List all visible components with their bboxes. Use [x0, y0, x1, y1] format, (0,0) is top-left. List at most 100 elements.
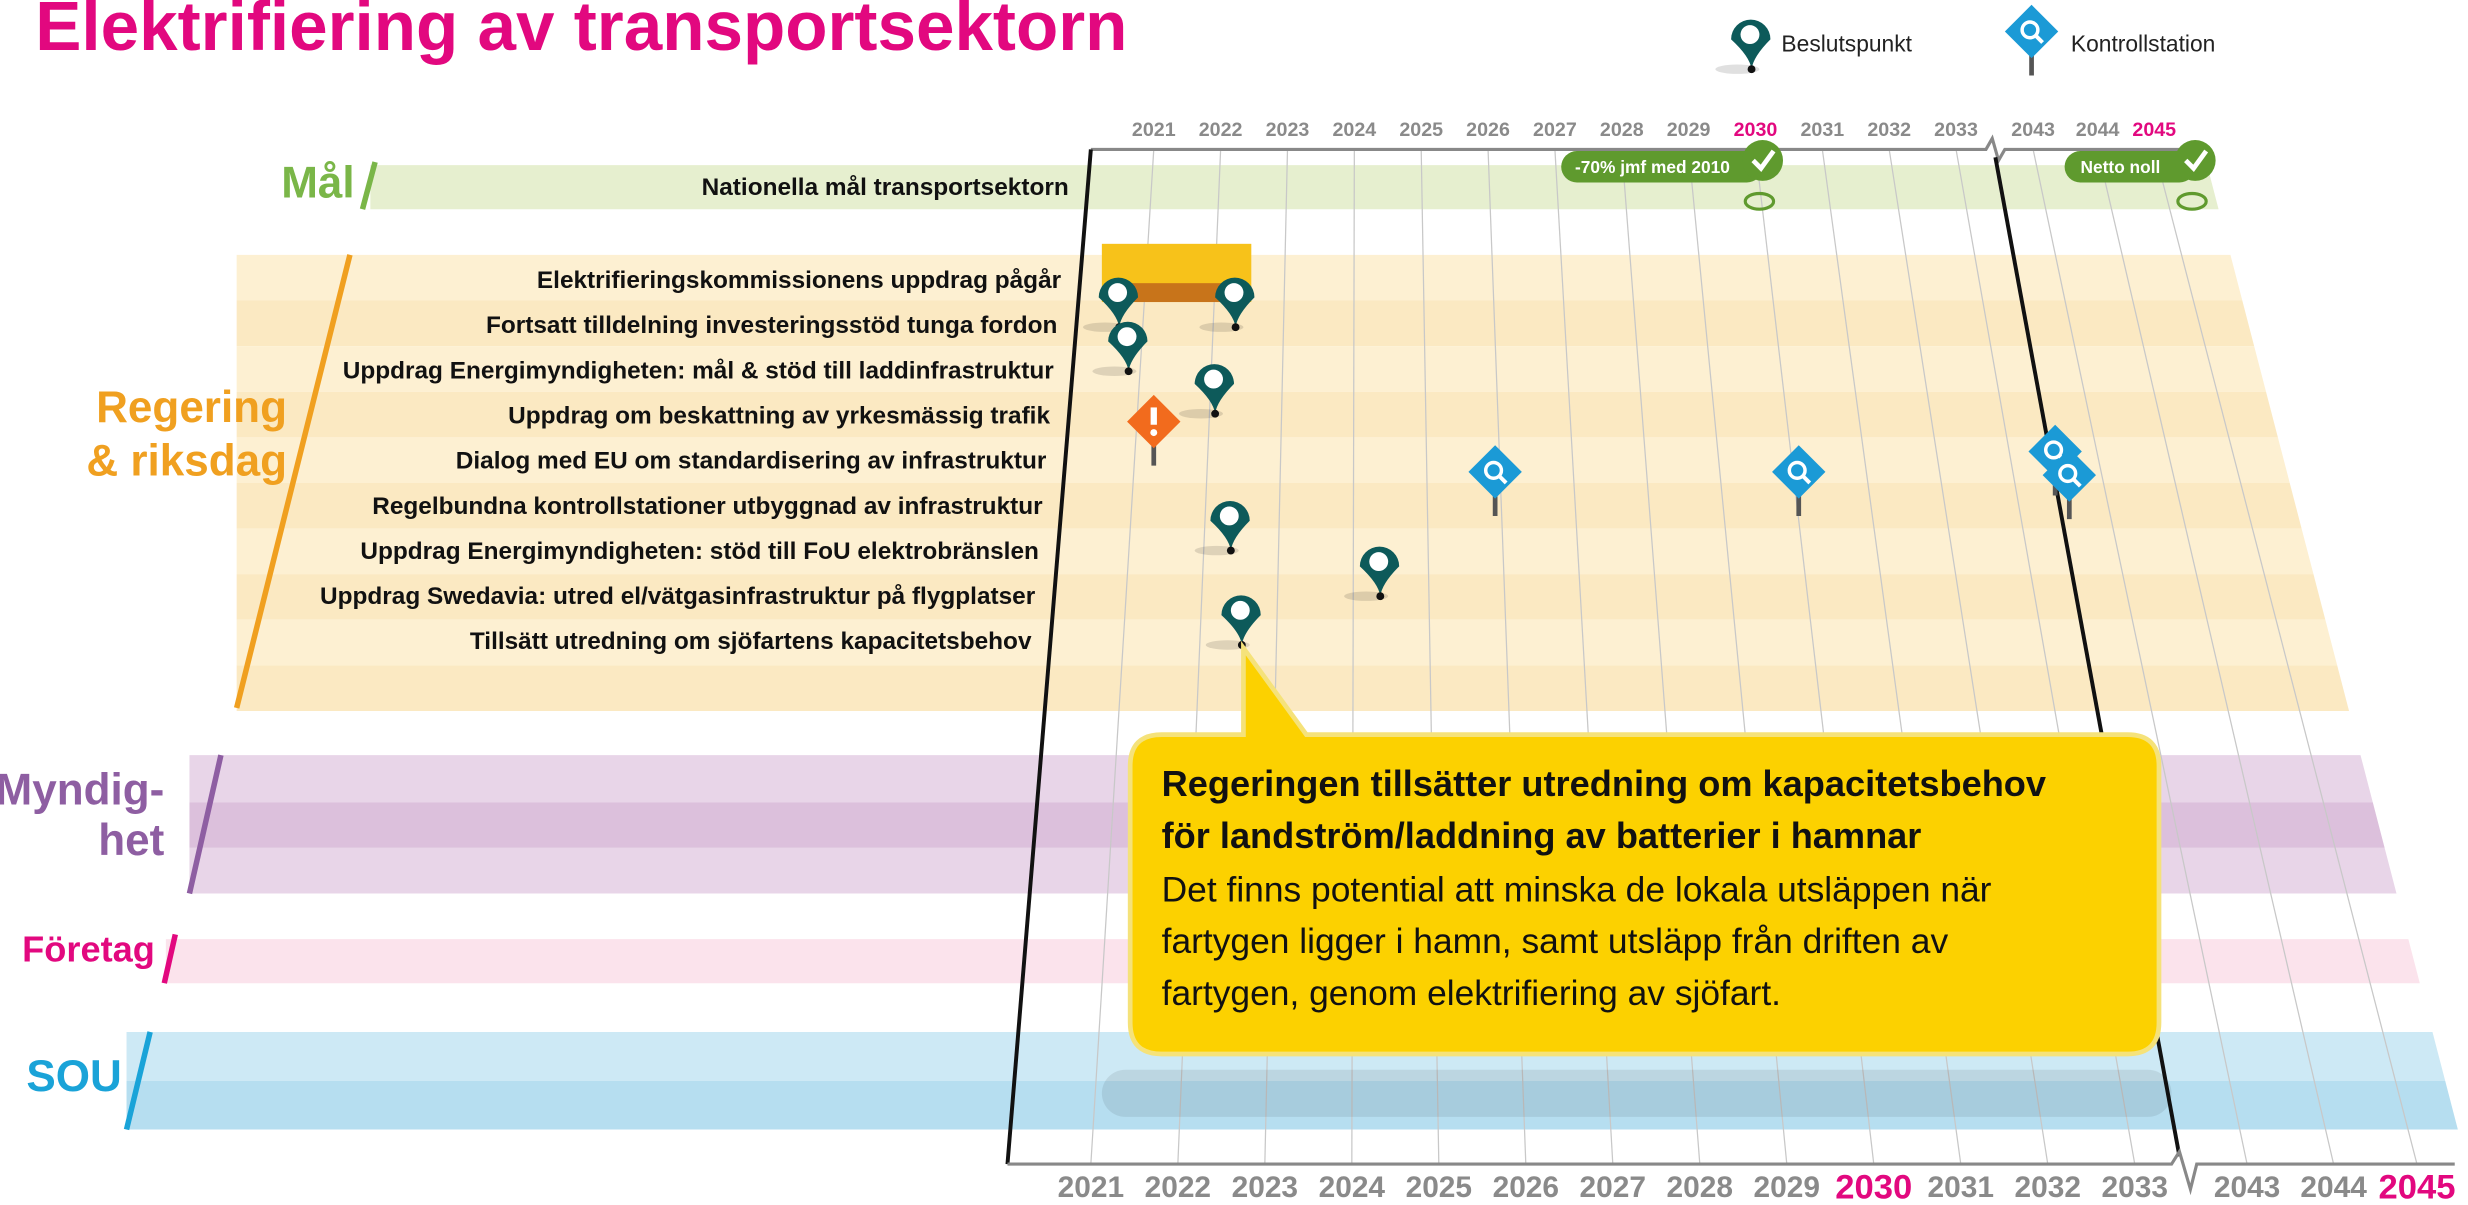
diamond — [1772, 445, 1826, 499]
pin-hole — [1108, 283, 1128, 303]
year-top: 2030 — [1734, 119, 1778, 141]
group-label: Myndig- — [0, 765, 164, 814]
pin-tip — [1231, 323, 1240, 332]
year-bottom: 2024 — [1319, 1171, 1386, 1204]
year-bottom: 2023 — [1232, 1171, 1298, 1204]
year-bottom: 2044 — [2300, 1171, 2367, 1204]
year-top: 2043 — [2011, 119, 2055, 141]
year-bottom: 2027 — [1580, 1171, 1646, 1204]
badge-label: -70% jmf med 2010 — [1575, 157, 1730, 177]
year-top: 2032 — [1867, 119, 1911, 141]
title: Elektrifiering av transportsektorn — [35, 0, 1127, 65]
band — [236, 665, 2350, 712]
year-bottom: 2043 — [2214, 1171, 2280, 1204]
grid-line — [2153, 149, 2418, 1165]
row-label: Uppdrag Energimyndigheten: mål & stöd ti… — [343, 357, 1055, 384]
check-icon — [1742, 140, 1784, 181]
lens-handle — [2034, 34, 2044, 44]
group-label: Regering — [96, 383, 287, 432]
pin-tip — [1211, 409, 1220, 418]
legend-label: Beslutspunkt — [1781, 31, 1912, 57]
badge — [2064, 151, 2196, 183]
year-top: 2027 — [1533, 119, 1577, 141]
group-label: SOU — [26, 1052, 121, 1101]
year-bottom: 2026 — [1493, 1171, 1559, 1204]
callout-body: fartygen, genom elektrifiering av sjöfar… — [1162, 974, 1781, 1013]
lens-handle — [2072, 478, 2082, 488]
pin-hole — [1369, 552, 1389, 572]
band — [126, 1080, 2458, 1130]
grid-line — [1090, 149, 1155, 1165]
year-bottom: 2033 — [2102, 1171, 2168, 1204]
year-top: 2021 — [1132, 119, 1176, 141]
lens — [1483, 460, 1504, 480]
callout-title: för landström/laddning av batterier i ha… — [1162, 815, 1922, 856]
check-icon — [2174, 140, 2216, 181]
row-label: Tillsätt utredning om sjöfartens kapacit… — [470, 628, 1032, 655]
pin-tip — [1747, 65, 1756, 74]
diamond — [1468, 445, 1522, 499]
check — [1751, 149, 1776, 172]
grid-line — [2032, 149, 2248, 1165]
pin-hole — [1740, 25, 1760, 45]
row-label: Uppdrag om beskattning av yrkesmässig tr… — [508, 402, 1050, 429]
warn-bar — [1150, 407, 1157, 425]
lens — [2043, 440, 2064, 460]
year-top: 2025 — [1399, 119, 1443, 141]
target — [2176, 191, 2208, 211]
row-label: Uppdrag Swedavia: utred el/vätgasinfrast… — [320, 583, 1036, 610]
badge — [1561, 151, 1763, 183]
band — [236, 300, 2255, 347]
top-axis — [1090, 134, 2204, 165]
pin-hole — [1117, 327, 1137, 347]
warn-dot — [1150, 429, 1158, 437]
year-bottom: 2031 — [1928, 1171, 1994, 1204]
callout-title: Regeringen tillsätter utredning om kapac… — [1162, 763, 2046, 804]
year-bottom: 2025 — [1406, 1171, 1472, 1204]
pin-hole — [1219, 506, 1239, 526]
callout-body: Det finns potential att minska de lokala… — [1162, 870, 1992, 909]
lens-handle — [1498, 475, 1508, 485]
year-top: 2029 — [1667, 119, 1711, 141]
lens — [2058, 463, 2078, 484]
year-top: 2028 — [1600, 119, 1644, 141]
callout-shadow — [1101, 1069, 2172, 1117]
year-top: 2023 — [1266, 119, 1310, 141]
band — [236, 528, 2314, 575]
group-bar — [233, 254, 353, 709]
group-label: Mål — [281, 158, 354, 207]
check — [2184, 149, 2209, 172]
year-bottom: 2045 — [2378, 1168, 2455, 1205]
pin-tip — [1226, 546, 1235, 555]
year-top: 2044 — [2076, 119, 2120, 141]
lens — [2020, 20, 2040, 40]
pin-hole — [1204, 369, 1223, 389]
group-label: Företag — [22, 928, 155, 969]
group-bar — [186, 754, 224, 895]
pin-tip — [1124, 367, 1133, 376]
lens — [1787, 460, 1807, 480]
bottom-axis — [1007, 1147, 2455, 1196]
row-label: Fortsatt tilldelning investeringsstöd tu… — [486, 312, 1057, 339]
diamond — [2004, 4, 2059, 59]
row-label: Uppdrag Energimyndigheten: stöd till FoU… — [360, 538, 1039, 565]
year-bottom: 2021 — [1058, 1171, 1124, 1204]
year-top: 2031 — [1800, 119, 1844, 141]
group-bar — [123, 1031, 153, 1131]
grid-line — [2097, 149, 2335, 1165]
group-label: & riksdag — [86, 437, 287, 486]
year-bottom: 2028 — [1667, 1171, 1733, 1204]
target — [1743, 191, 1776, 211]
pin-hole — [1224, 283, 1244, 303]
year-top: 2024 — [1332, 119, 1376, 141]
year-top: 2022 — [1199, 119, 1243, 141]
year-top: 2045 — [2132, 119, 2176, 141]
year-top: 2026 — [1466, 119, 1510, 141]
lens-handle — [1802, 475, 1812, 485]
band — [236, 574, 2326, 620]
callout — [1127, 640, 2162, 1057]
year-bottom: 2030 — [1835, 1168, 1912, 1205]
row-label: Dialog med EU om standardisering av infr… — [456, 448, 1047, 475]
